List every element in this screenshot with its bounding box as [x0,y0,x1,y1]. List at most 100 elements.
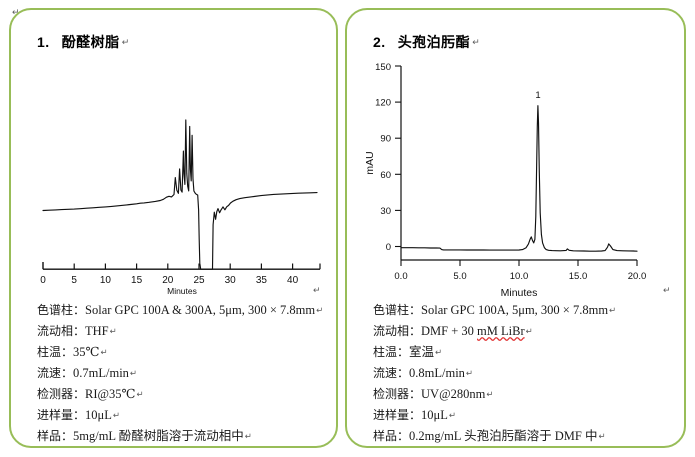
spec-row-mobile-phase: 流动相：DMF + 30 mM LiBr↵ [373,321,685,342]
spec-key-flow-rate: 流速： [373,366,410,380]
row-paragraph-mark: ↵ [598,431,606,441]
spec-row-column: 色谱柱：Solar GPC 100A & 300A, 5μm, 300 × 7.… [37,300,337,321]
svg-text:0.0: 0.0 [394,271,407,282]
spec-value-flow-rate: 0.7mL/min [73,366,129,380]
svg-text:30: 30 [380,206,391,217]
svg-text:150: 150 [375,62,391,73]
spec-row-sample: 样品：0.2mg/mL 头孢泊肟酯溶于 DMF 中↵ [373,426,685,447]
spec-key-column-temperature: 柱温： [37,345,74,359]
svg-text:20.0: 20.0 [628,271,647,282]
spec-value-sample: 0.2mg/mL 头孢泊肟酯溶于 DMF 中 [409,429,598,443]
card-1-index: 1. [37,34,50,50]
spec-row-detector: 检测器：UV@280nm↵ [373,384,685,405]
svg-text:5: 5 [71,275,77,286]
row-paragraph-mark: ↵ [465,368,474,378]
spec-value-column: Solar GPC 100A & 300A, 5μm, 300 × 7.8mm [85,303,316,317]
chromatogram-1-trace [42,119,318,270]
method-1-spec-list: 色谱柱：Solar GPC 100A & 300A, 5μm, 300 × 7.… [37,300,337,447]
chromatogram-1-x-axis [42,262,321,270]
svg-text:60: 60 [380,170,391,181]
spec-row-sample: 样品：5mg/mL 酚醛树脂溶于流动相中↵ [37,426,337,447]
chart-2-paragraph-mark: ↵ [663,285,671,295]
spec-key-column-temperature: 柱温： [373,345,410,359]
spec-row-injection-volume: 进样量：10μL↵ [37,405,337,426]
svg-text:10: 10 [100,275,112,286]
spec-value-injection-volume: 10μL [421,408,448,422]
spec-value-column-temperature: 35℃ [73,345,100,359]
spec-value-column: Solar GPC 100A, 5μm, 300 × 7.8mm [421,303,609,317]
svg-text:40: 40 [287,275,299,286]
svg-text:35: 35 [256,275,268,286]
row-paragraph-mark: ↵ [100,347,108,357]
chromatogram-2-trace [400,105,638,252]
chromatogram-1-x-ticklabels: 0 5 10 15 20 25 30 35 40 [40,275,298,286]
method-card-1: 1. 酚醛树脂 ↵ [9,8,338,448]
chromatogram-2-y-axis-label: mAU [364,151,376,174]
spec-row-column-temperature: 柱温：室温↵ [373,342,685,363]
spec-key-injection-volume: 进样量： [373,408,422,422]
svg-text:20: 20 [162,275,174,286]
card-1-title-text: 酚醛树脂 [61,34,120,50]
row-paragraph-mark: ↵ [109,326,117,336]
svg-text:5.0: 5.0 [453,271,466,282]
card-1-title: 1. 酚醛树脂 ↵ [37,32,130,52]
spec-value-injection-volume: 10μL [85,408,112,422]
method-2-spec-list: 色谱柱：Solar GPC 100A, 5μm, 300 × 7.8mm↵ 流动… [373,300,685,447]
spec-key-mobile-phase: 流动相： [373,324,422,338]
row-paragraph-mark: ↵ [112,410,120,420]
chromatogram-2-axes [395,65,638,266]
spec-row-injection-volume: 进样量：10μL↵ [373,405,685,426]
spec-value-flow-rate: 0.8mL/min [409,366,465,380]
svg-text:0: 0 [40,275,46,286]
chromatogram-1-svg: 0 5 10 15 20 25 30 35 40 Minutes [40,119,321,294]
chromatogram-2-x-axis-label: Minutes [501,287,538,299]
spec-value-column-temperature: 室温 [409,345,435,359]
row-paragraph-mark: ↵ [525,326,533,336]
spec-row-detector: 检测器：RI@35℃↵ [37,384,337,405]
card-1-title-paragraph-mark: ↵ [121,37,130,47]
spec-row-mobile-phase: 流动相：THF↵ [37,321,337,342]
card-2-title-text: 头孢泊肟酯 [397,34,471,50]
spec-value-detector: UV@280nm [421,387,486,401]
svg-text:90: 90 [380,134,391,145]
spec-value-sample: 5mg/mL 酚醛树脂溶于流动相中 [73,429,244,443]
spec-key-detector: 检测器： [37,387,86,401]
spec-row-column: 色谱柱：Solar GPC 100A, 5μm, 300 × 7.8mm↵ [373,300,685,321]
svg-text:15.0: 15.0 [569,271,588,282]
card-2-index: 2. [373,34,386,50]
chromatogram-2-y-ticklabels: 0 30 60 90 120 150 [375,62,391,253]
spec-key-column: 色谱柱： [373,303,422,317]
svg-text:30: 30 [225,275,237,286]
row-paragraph-mark: ↵ [448,410,456,420]
spec-value-mobile-phase: THF [85,324,109,338]
card-2-title: 2. 头孢泊肟酯 ↵ [373,32,480,52]
row-paragraph-mark: ↵ [316,305,324,315]
chart-1-paragraph-mark: ↵ [313,285,321,295]
row-paragraph-mark: ↵ [136,389,144,399]
peak-label-1: 1 [535,90,540,101]
card-2-title-paragraph-mark: ↵ [472,37,481,47]
chromatogram-1-x-axis-label: Minutes [167,286,197,294]
spec-key-flow-rate: 流速： [37,366,74,380]
spec-value-detector: RI@35℃ [85,387,136,401]
spec-value-mobile-phase: DMF + 30 mM LiBr [421,324,525,338]
spec-key-mobile-phase: 流动相： [37,324,86,338]
svg-text:15: 15 [131,275,143,286]
spec-row-flow-rate: 流速：0.8mL/min↵ [373,363,685,384]
paragraph-mark-top-left: ↵ [12,7,20,17]
row-paragraph-mark: ↵ [486,389,494,399]
chromatogram-1: 0 5 10 15 20 25 30 35 40 Minutes [37,106,329,294]
spec-row-column-temperature: 柱温：35℃↵ [37,342,337,363]
svg-text:120: 120 [375,98,391,109]
row-paragraph-mark: ↵ [435,347,443,357]
spec-key-column: 色谱柱： [37,303,86,317]
spec-value-mobile-phase-spellcheck: mM LiBr [477,324,525,338]
row-paragraph-mark: ↵ [244,431,252,441]
spec-key-detector: 检测器： [373,387,422,401]
method-card-2: 2. 头孢泊肟酯 ↵ [345,8,686,448]
row-paragraph-mark: ↵ [129,368,138,378]
spec-row-flow-rate: 流速：0.7mL/min↵ [37,363,337,384]
chromatogram-2-svg: 0 30 60 90 120 150 mAU 0.0 5.0 10.0 15.0… [364,62,647,299]
svg-text:0: 0 [386,242,391,253]
